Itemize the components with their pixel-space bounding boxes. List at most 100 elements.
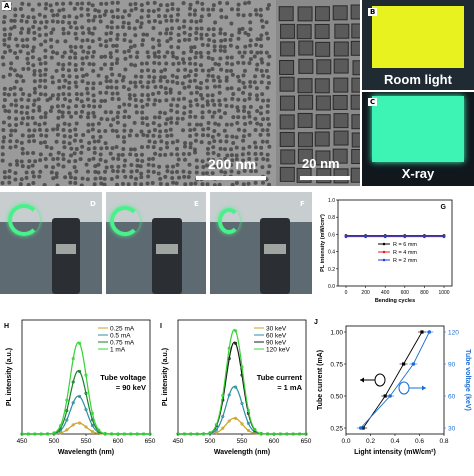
spectrum-line bbox=[178, 328, 306, 435]
panel-label-a: A bbox=[2, 2, 12, 10]
spectrum-point bbox=[78, 394, 82, 399]
y-tick-label-right-j: 120 bbox=[448, 329, 459, 336]
spectrum-point bbox=[78, 421, 82, 425]
spectrum-point bbox=[259, 431, 263, 436]
spectrum-point bbox=[234, 385, 238, 389]
panel-label-f: F bbox=[300, 200, 305, 208]
spectrum-point bbox=[26, 432, 30, 436]
x-axis-label-j: Light intensity (mW/cm²) bbox=[354, 449, 436, 456]
spectrum-point bbox=[246, 428, 250, 432]
legend-label: 60 keV bbox=[266, 332, 287, 339]
spectrum-point bbox=[214, 423, 218, 427]
legend-label: 30 keV bbox=[266, 325, 287, 332]
spectrum-point bbox=[208, 431, 212, 435]
spectrum-point bbox=[227, 419, 231, 423]
panel-label-i: I bbox=[160, 323, 162, 330]
y-tick-label-right-j: 60 bbox=[448, 393, 456, 400]
y-axis-label-right-j: Tube voltage (keV) bbox=[464, 349, 471, 411]
plot-frame-g bbox=[337, 199, 453, 287]
left-arrow-head bbox=[360, 377, 364, 383]
voltage-point bbox=[388, 394, 392, 398]
spectrum-point bbox=[71, 380, 75, 384]
x-tick-label-j: 0.8 bbox=[439, 438, 448, 445]
spectrum-point bbox=[142, 432, 146, 436]
xray-label: X-ray bbox=[401, 166, 435, 181]
y-tick-label-left-j: 0.75 bbox=[330, 361, 343, 368]
spectrum-point bbox=[221, 414, 225, 419]
spectrum-point bbox=[110, 432, 114, 436]
spectrum-point bbox=[122, 432, 126, 436]
y-tick-label-g: 1.0 bbox=[328, 198, 335, 204]
spectrum-point bbox=[90, 423, 94, 427]
annotation-line-2: = 1 mA bbox=[277, 383, 302, 392]
legend-label-g: R = 6 mm bbox=[393, 242, 417, 248]
panel-label-b: B bbox=[368, 8, 378, 16]
panel-label-c: C bbox=[368, 98, 378, 106]
x-tick-label: 600 bbox=[269, 438, 280, 445]
x-axis-label: Wavelength (nm) bbox=[58, 449, 114, 456]
annotation-line-1: Tube current bbox=[257, 373, 303, 382]
data-point-g bbox=[403, 235, 407, 239]
spectrum-point bbox=[46, 432, 50, 436]
voltage-point bbox=[358, 426, 363, 430]
chart-bending-cycles: 1.0 0.8 0.6 0.4 0.2 0.0 0 200 400 600 800 1000 Bendi… bbox=[314, 190, 474, 310]
room-light-label: Room light bbox=[384, 72, 452, 87]
spectrum-point bbox=[103, 432, 107, 436]
y-tick-label-g: 0.6 bbox=[328, 232, 335, 238]
scale-label-20nm: 20 nm bbox=[302, 156, 340, 171]
legend-label: 0.75 mA bbox=[110, 339, 135, 346]
spectrum-point bbox=[90, 411, 94, 415]
chart-tube-voltage-spectra: 450 500 550 600 650 Wavelength (nm) PL intensi… bbox=[156, 312, 312, 476]
panel-label-j: J bbox=[314, 319, 318, 326]
spectrum-point bbox=[234, 329, 238, 333]
bending-photo-e: E bbox=[106, 192, 206, 294]
x-tick-label: 550 bbox=[237, 438, 248, 445]
y-axis-label: PL intensity (a.u.) bbox=[162, 348, 169, 406]
x-tick-label-j: 0.0 bbox=[341, 438, 350, 445]
spectrum-point bbox=[176, 432, 180, 436]
spectrum-point bbox=[195, 432, 199, 436]
bending-photo-d: D bbox=[0, 192, 102, 294]
x-tick-label-g: 800 bbox=[420, 290, 429, 296]
spectrum-line bbox=[22, 341, 150, 435]
spectrum-point bbox=[58, 424, 62, 428]
spectrum-point bbox=[278, 432, 282, 436]
x-tick-label: 500 bbox=[49, 438, 60, 445]
legend-label: 120 keV bbox=[266, 346, 291, 353]
spectrum-point bbox=[52, 431, 56, 435]
x-tick-label: 650 bbox=[301, 438, 312, 445]
panel-label-g: G bbox=[441, 204, 447, 211]
spectrum-point bbox=[234, 416, 238, 420]
spectrum-point bbox=[253, 427, 257, 432]
legend-label: 0.25 mA bbox=[110, 325, 135, 332]
spectrum-point bbox=[78, 341, 82, 345]
y-tick-label-g: 0.2 bbox=[328, 267, 335, 273]
spectrum-point bbox=[246, 421, 250, 425]
legend-marker-g bbox=[382, 242, 386, 246]
panel-label-h: H bbox=[4, 323, 9, 330]
legend-label: 1 mA bbox=[110, 346, 126, 353]
spectrum-point bbox=[84, 425, 88, 429]
y-tick-label-left-j: 1.00 bbox=[330, 329, 343, 336]
voltage-fit-line bbox=[360, 331, 430, 429]
x-tick-label: 650 bbox=[145, 438, 156, 445]
spectrum-point bbox=[214, 428, 218, 432]
spectrum-point bbox=[285, 432, 289, 436]
data-point-g bbox=[442, 235, 446, 239]
legend-marker-g bbox=[382, 250, 386, 254]
data-point-g bbox=[383, 235, 387, 239]
spectrum-point bbox=[214, 431, 218, 435]
spectrum-point bbox=[65, 418, 69, 422]
x-tick-label-g: 1000 bbox=[438, 290, 449, 296]
voltage-point bbox=[427, 330, 432, 334]
spectrum-point bbox=[33, 432, 37, 436]
spectrum-point bbox=[246, 408, 250, 413]
spectrum-point bbox=[221, 393, 225, 398]
y-tick-label-right-j: 30 bbox=[448, 425, 456, 432]
spectrum-point bbox=[71, 357, 75, 361]
panel-label-e: E bbox=[194, 200, 199, 208]
legend-label: 0.5 mA bbox=[110, 332, 131, 339]
spectrum-point bbox=[97, 428, 101, 432]
spectrum-point bbox=[90, 429, 94, 434]
y-tick-label-right-j: 90 bbox=[448, 361, 456, 368]
